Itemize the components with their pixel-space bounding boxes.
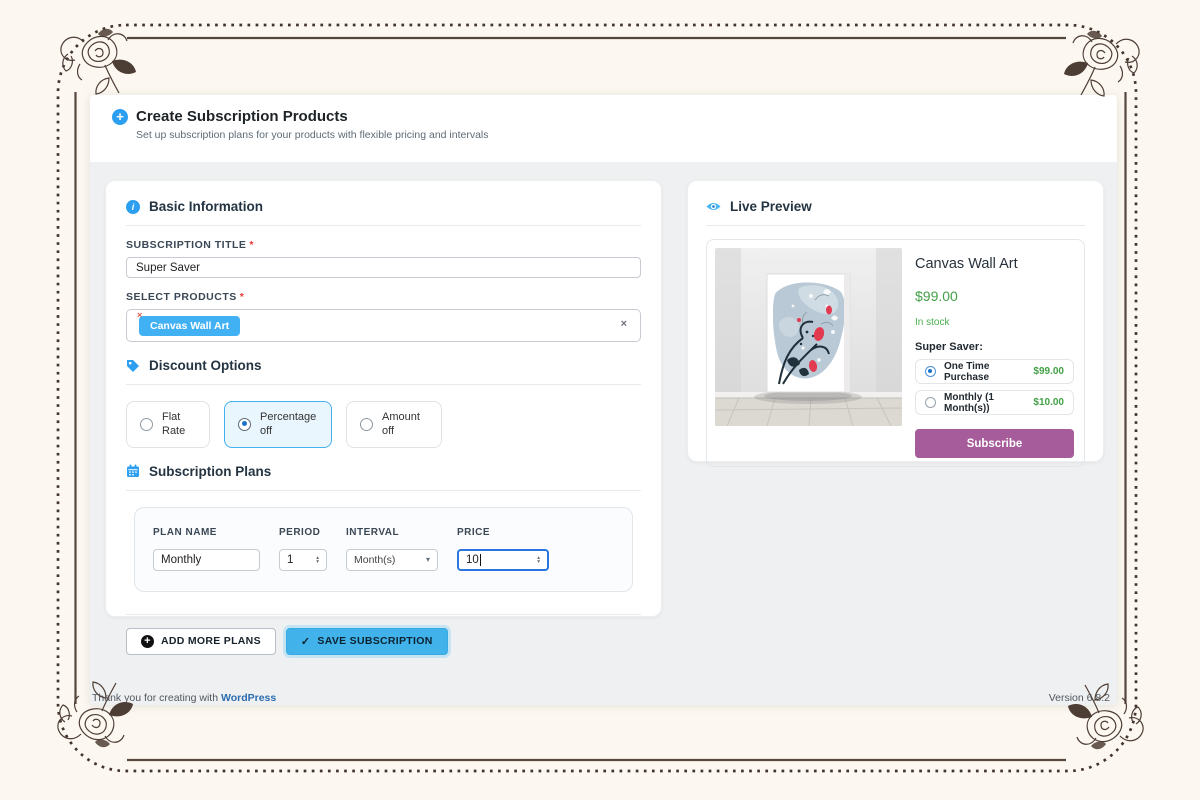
preview-option-price: $10.00 <box>1033 397 1064 408</box>
product-price: $99.00 <box>915 288 958 304</box>
price-stepper[interactable]: 10 ▴ ▾ <box>457 548 549 571</box>
stepper-arrows-icon[interactable]: ▴ ▾ <box>537 554 540 565</box>
chevron-down-icon: ▾ <box>425 555 430 565</box>
wordpress-link[interactable]: WordPress <box>220 692 277 704</box>
add-more-plans-label: ADD MORE PLANS <box>161 635 261 648</box>
page-header: + Create Subscription Products Set up su… <box>90 95 1117 162</box>
save-subscription-button[interactable]: ✓ SAVE SUBSCRIPTION <box>285 627 448 655</box>
discount-section-header: Discount Options <box>126 358 641 373</box>
discount-options: Flat Rate Percentage off Amount off <box>126 401 641 448</box>
product-chip[interactable]: × Canvas Wall Art <box>137 310 241 336</box>
check-icon: ✓ <box>300 635 311 648</box>
preview-option-monthly[interactable]: Monthly (1 Month(s)) $10.00 <box>915 390 1074 415</box>
plan-group-label: Super Saver: <box>915 341 983 353</box>
chip-remove-icon[interactable]: × <box>137 309 143 320</box>
preview-option-label: Monthly (1 Month(s)) <box>944 391 994 414</box>
divider <box>126 489 641 491</box>
plan-row-card: PLAN NAME PERIOD INTERVAL PRICE Monthly … <box>134 506 633 592</box>
product-image <box>715 248 902 426</box>
subscription-title-value: Super Saver <box>136 261 200 274</box>
discount-option-label: Amount off <box>382 411 420 438</box>
select-products-label: SELECT PRODUCTS * <box>126 291 641 303</box>
page-title: Create Subscription Products <box>136 108 348 125</box>
plan-name-value: Monthly <box>161 553 202 566</box>
clear-selection-icon[interactable]: × <box>620 318 627 330</box>
stock-status: In stock <box>915 317 950 328</box>
subscribe-button[interactable]: Subscribe <box>915 429 1074 458</box>
add-circle-icon: + <box>112 108 128 125</box>
period-value: 1 <box>287 553 294 566</box>
period-stepper[interactable]: 1 ▴ ▾ <box>279 548 327 571</box>
radio-icon <box>925 397 936 408</box>
discount-title: Discount Options <box>149 358 262 373</box>
admin-footer: Thank you for creating with WordPress Ve… <box>92 688 1110 704</box>
tag-icon <box>127 359 139 372</box>
stepper-arrows-icon[interactable]: ▴ ▾ <box>316 554 319 565</box>
info-icon: i <box>126 199 140 214</box>
plan-column-headers: PLAN NAME PERIOD INTERVAL PRICE <box>153 527 614 538</box>
product-name: Canvas Wall Art <box>915 256 1018 272</box>
page-subtitle: Set up subscription plans for your produ… <box>136 129 489 141</box>
preview-option-price: $99.00 <box>1033 366 1064 377</box>
save-subscription-label: SAVE SUBSCRIPTION <box>317 635 433 648</box>
discount-option-label: Flat Rate <box>162 411 186 438</box>
eye-icon <box>706 203 721 210</box>
discount-option-percentage-off[interactable]: Percentage off <box>224 401 332 448</box>
text-cursor <box>479 553 481 566</box>
add-more-plans-button[interactable]: + ADD MORE PLANS <box>126 627 276 655</box>
radio-icon <box>140 417 153 431</box>
product-info: Canvas Wall Art $99.00 In stock Super Sa… <box>915 248 1076 458</box>
period-column-label: PERIOD <box>279 526 321 538</box>
live-preview-header: Live Preview <box>706 199 1085 214</box>
price-column-label: PRICE <box>457 526 491 538</box>
basic-info-title: Basic Information <box>149 199 264 214</box>
price-value: 10 <box>466 553 479 566</box>
admin-page: + Create Subscription Products Set up su… <box>90 95 1117 705</box>
product-preview: Canvas Wall Art $99.00 In stock Super Sa… <box>706 239 1085 467</box>
subscription-title-input[interactable]: Super Saver <box>126 257 641 278</box>
discount-option-flat-rate[interactable]: Flat Rate <box>126 401 210 448</box>
footer-thanks: Thank you for creating with WordPress <box>92 692 276 704</box>
product-chip-label: Canvas Wall Art <box>150 319 230 332</box>
plans-section-header: Subscription Plans <box>126 464 641 479</box>
footer-thanks-text: Thank you for creating with <box>92 692 221 704</box>
preview-option-label: One Time Purchase <box>944 360 990 383</box>
preview-option-one-time[interactable]: One Time Purchase $99.00 <box>915 359 1074 384</box>
interval-select[interactable]: Month(s) ▾ <box>346 548 438 571</box>
radio-icon <box>360 417 373 431</box>
plans-title: Subscription Plans <box>149 463 272 479</box>
select-products-label-text: SELECT PRODUCTS <box>126 291 237 303</box>
radio-selected-icon <box>238 417 251 431</box>
discount-option-amount-off[interactable]: Amount off <box>346 401 442 448</box>
interval-value: Month(s) <box>354 553 396 566</box>
interval-column-label: INTERVAL <box>346 526 400 538</box>
subscribe-label: Subscribe <box>966 437 1023 450</box>
radio-selected-icon <box>925 366 936 377</box>
product-select[interactable]: × Canvas Wall Art × <box>126 309 641 342</box>
discount-option-label: Percentage off <box>260 411 317 438</box>
plan-name-input[interactable]: Monthly <box>153 548 260 571</box>
required-asterisk: * <box>249 239 255 251</box>
divider <box>126 613 641 615</box>
subscription-title-label-text: SUBSCRIPTION TITLE <box>126 239 247 251</box>
footer-version: Version 6.8.2 <box>1048 692 1110 704</box>
plan-name-column-label: PLAN NAME <box>153 526 217 538</box>
divider <box>126 225 641 226</box>
subscription-form-card: i Basic Information SUBSCRIPTION TITLE * … <box>105 180 662 655</box>
divider <box>126 384 641 385</box>
divider <box>706 225 1085 226</box>
subscription-title-label: SUBSCRIPTION TITLE * <box>126 239 641 251</box>
live-preview-title: Live Preview <box>730 199 812 214</box>
basic-info-section-header: i Basic Information <box>126 199 641 214</box>
plus-circle-icon: + <box>141 634 154 648</box>
required-asterisk: * <box>239 291 245 303</box>
calendar-icon <box>127 464 139 478</box>
live-preview-card: Live Preview <box>687 180 1104 467</box>
